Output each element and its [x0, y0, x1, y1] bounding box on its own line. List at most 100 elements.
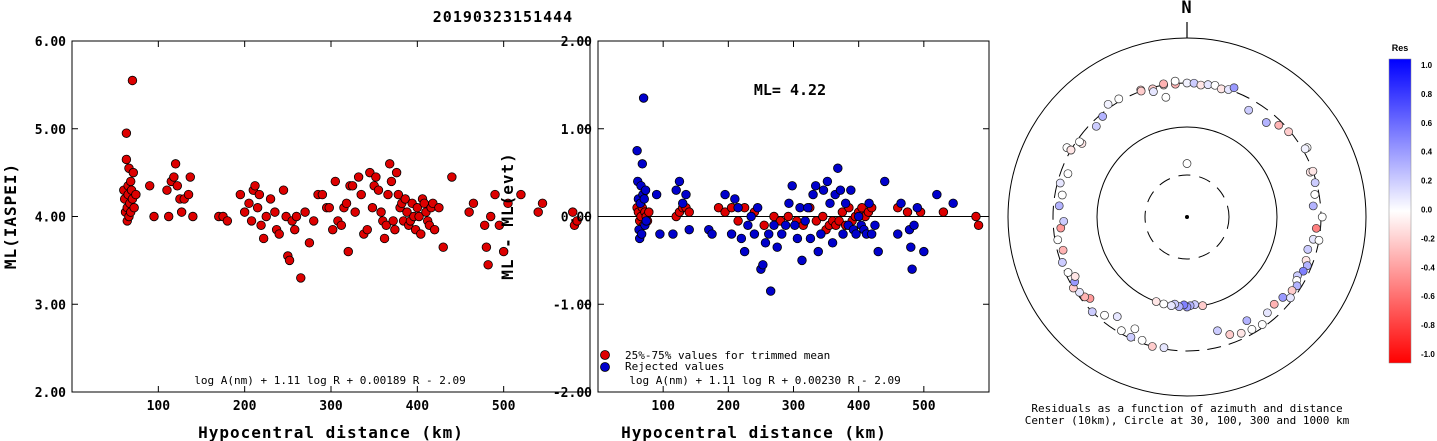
station-point [362, 224, 372, 235]
station-point [733, 216, 743, 226]
station-point [400, 194, 410, 204]
legend-rejected-label: Rejected values [625, 360, 724, 373]
rejected-point [784, 198, 794, 209]
rejected-point [777, 229, 787, 239]
station-point [834, 216, 844, 226]
magnitude-vs-distance-plot: 2.00 3.00 4.00 5.00 6.00 100 200 300 400 500 Hypo… [1, 35, 591, 441]
rejected-point [909, 220, 919, 230]
station-point [261, 211, 271, 222]
legend-rejected-marker [600, 362, 610, 372]
legend-accepted-label: 25%-75% values for trimmed mean [625, 349, 830, 362]
y-tick-label: 3.00 [35, 298, 66, 313]
polar-caption-2: Center (10km), Circle at 30, 100, 300 an… [1025, 414, 1350, 427]
station-point [252, 203, 263, 213]
rejected-point [760, 238, 771, 248]
station-point [254, 189, 265, 200]
rejected-point [896, 198, 906, 209]
rejected-point [919, 246, 929, 257]
station-point [386, 176, 397, 187]
colorbar-tick-label: 0.6 [1421, 119, 1433, 128]
colorbar-tick-label: -0.8 [1421, 321, 1435, 330]
station-point [170, 159, 181, 169]
station-point [183, 189, 194, 200]
rejected-point [790, 220, 800, 230]
station-residual-point [1075, 287, 1084, 297]
rejected-point [726, 229, 737, 239]
rejected-point [640, 185, 651, 195]
station-residual-point [1300, 144, 1310, 154]
rejected-point [822, 176, 833, 187]
rejected-point [846, 185, 856, 195]
plot1-xlabel: Hypocentral distance (km) [198, 423, 464, 441]
station-point [468, 198, 479, 209]
station-point [537, 198, 548, 209]
station-point [416, 229, 426, 239]
station-point [438, 242, 448, 252]
station-residual-point [1298, 266, 1308, 276]
plot2-ylabel: ML - ML(evt) [498, 152, 517, 280]
rejected-point [853, 211, 864, 222]
rejected-point [825, 198, 835, 209]
x-tick-label: 500 [912, 399, 936, 414]
station-point [367, 203, 378, 213]
station-residual-point [1261, 118, 1271, 127]
station-point [516, 189, 526, 200]
station-point [188, 211, 198, 222]
rejected-point [906, 242, 916, 252]
rejected-point [948, 198, 958, 209]
station-point [902, 207, 913, 217]
station-point [144, 181, 155, 191]
station-residual-point [1063, 169, 1073, 179]
station-point [391, 167, 402, 178]
station-residual-point [1269, 299, 1279, 309]
station-residual-point [1058, 245, 1068, 255]
station-point [720, 207, 730, 217]
station-point [250, 181, 260, 191]
rejected-point [765, 286, 776, 296]
station-point [291, 211, 302, 222]
station-point [490, 189, 500, 200]
station-point [381, 220, 391, 230]
station-point [494, 220, 505, 230]
rejected-point [808, 189, 818, 200]
legend-accepted-marker [600, 350, 610, 360]
station-point [244, 198, 254, 209]
ml-value-label: ML= 4.22 [754, 81, 826, 99]
rejected-point [838, 229, 848, 239]
rejected-point [736, 233, 747, 244]
station-residual-point [1149, 87, 1158, 96]
station-point [837, 207, 848, 217]
colorbar-tick-label: -0.2 [1421, 234, 1435, 243]
figure-title: 20190323151444 [433, 8, 573, 26]
station-residual-point [1159, 79, 1168, 89]
station-residual-point [1229, 83, 1239, 93]
y-tick-label: 2.00 [561, 35, 592, 50]
station-point [336, 220, 347, 230]
station-residual-point [1054, 201, 1064, 211]
station-point [300, 207, 310, 217]
station-point [239, 207, 250, 217]
y-tick-label: 6.00 [35, 35, 66, 50]
rejected-point [641, 216, 651, 226]
station-point [246, 216, 257, 226]
station-residual-point [1310, 178, 1320, 188]
station-residual-point [1066, 145, 1076, 155]
station-residual-point [1058, 258, 1067, 267]
station-point [149, 211, 159, 222]
station-point [533, 207, 543, 217]
y-tick-label: 5.00 [35, 123, 66, 138]
station-residual-point [1057, 190, 1067, 200]
colorbar-tick-label: -1.0 [1421, 350, 1435, 359]
rejected-point [795, 203, 805, 213]
station-residual-point [1182, 159, 1192, 168]
station-residual-point [1053, 235, 1063, 245]
station-point [684, 207, 694, 217]
colorbar-tick-label: 0.2 [1421, 177, 1433, 186]
rejected-point [800, 216, 810, 226]
station-point [498, 246, 509, 257]
colorbar-tick-label: -0.4 [1421, 263, 1435, 272]
rejected-point [827, 238, 838, 248]
rejected-point [818, 185, 829, 195]
station-residual-point [1244, 105, 1254, 115]
center-point [1185, 215, 1189, 219]
